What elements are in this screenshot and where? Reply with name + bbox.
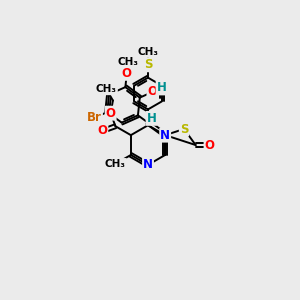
Text: Br: Br [87, 111, 102, 124]
Text: CH₃: CH₃ [137, 47, 158, 57]
Text: S: S [180, 122, 188, 136]
Text: H: H [157, 81, 166, 94]
Text: N: N [160, 129, 170, 142]
Text: O: O [98, 124, 107, 137]
Text: CH₃: CH₃ [105, 159, 126, 169]
Text: O: O [148, 85, 158, 98]
Text: S: S [144, 58, 152, 71]
Text: CH₃: CH₃ [96, 84, 117, 94]
Text: CH₃: CH₃ [118, 56, 139, 67]
Text: O: O [205, 139, 214, 152]
Text: O: O [106, 107, 116, 120]
Text: H: H [147, 112, 156, 125]
Text: N: N [143, 158, 153, 171]
Text: O: O [122, 67, 132, 80]
